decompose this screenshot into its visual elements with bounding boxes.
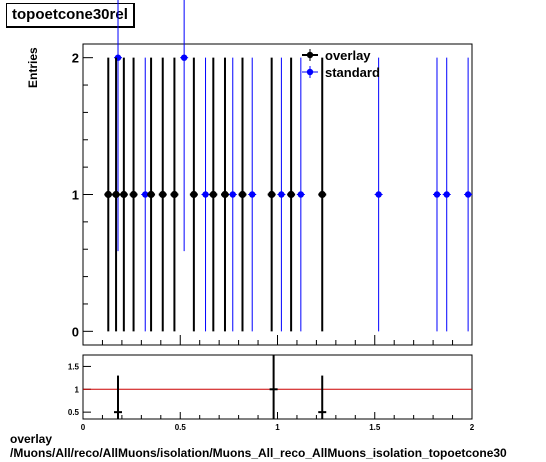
overlay-point (120, 190, 128, 199)
ratio-x-tick-label: 2 (470, 423, 475, 432)
standard-point (142, 191, 149, 198)
footer-line1: overlay (10, 432, 53, 446)
overlay-point (170, 190, 179, 199)
standard-point (297, 191, 305, 198)
footer: overlay /Muons/All/reco/AllMuons/isolati… (10, 432, 507, 460)
chart-title: topoetcone30rel (6, 3, 135, 28)
y-axis-label: Entries (26, 47, 40, 88)
ratio-x-tick-label: 1 (275, 423, 280, 432)
overlay-point (112, 190, 120, 199)
legend-marker (306, 68, 314, 76)
standard-point (229, 191, 236, 198)
overlay-point (318, 190, 326, 199)
standard-point (433, 191, 441, 198)
standard-point (464, 191, 472, 198)
y-tick-label: 1 (72, 188, 79, 203)
standard-point (180, 54, 188, 61)
standard-point (375, 191, 382, 198)
ratio-frame (82, 354, 473, 420)
standard-point (443, 191, 450, 198)
main-plot: 0 1 2 overlay standard (72, 0, 473, 346)
y-tick-label: 0 (72, 324, 79, 339)
ratio-x-tick-label: 0 (81, 423, 86, 432)
ratio-x-tick-label: 0.5 (175, 423, 187, 432)
overlay-point (268, 190, 276, 199)
overlay-point (159, 190, 167, 199)
overlay-point (129, 190, 138, 199)
overlay-point (190, 190, 198, 199)
legend-label: overlay (325, 48, 371, 63)
overlay-point (287, 190, 295, 199)
overlay-point (238, 190, 247, 199)
standard-point (202, 191, 209, 198)
overlay-point (221, 190, 229, 199)
footer-line2: /Muons/All/reco/AllMuons/isolation/Muons… (10, 446, 507, 460)
overlay-point (209, 190, 217, 199)
legend-label: standard (325, 65, 380, 80)
legend-marker (306, 51, 314, 59)
overlay-point (147, 190, 155, 199)
y-tick-label: 2 (72, 51, 79, 66)
ratio-y-tick-label: 1.5 (68, 362, 80, 371)
ratio-x-tick-label: 1.5 (369, 423, 381, 432)
standard-point (278, 191, 285, 198)
ratio-plot: 0.511.50 0.5 1 1.5 2 (68, 354, 475, 432)
ratio-y-tick-label: 1 (75, 385, 80, 394)
ratio-y-tick-label: 0.5 (68, 408, 80, 417)
standard-point (249, 191, 256, 198)
overlay-point (104, 190, 112, 199)
